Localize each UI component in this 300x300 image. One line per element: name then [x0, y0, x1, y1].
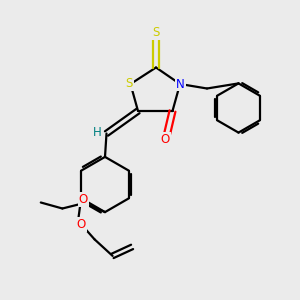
- Text: N: N: [176, 77, 185, 91]
- Text: H: H: [92, 125, 101, 139]
- Text: S: S: [125, 77, 133, 90]
- Text: O: O: [160, 133, 169, 146]
- Text: O: O: [79, 193, 88, 206]
- Text: O: O: [76, 218, 86, 231]
- Text: S: S: [152, 26, 160, 40]
